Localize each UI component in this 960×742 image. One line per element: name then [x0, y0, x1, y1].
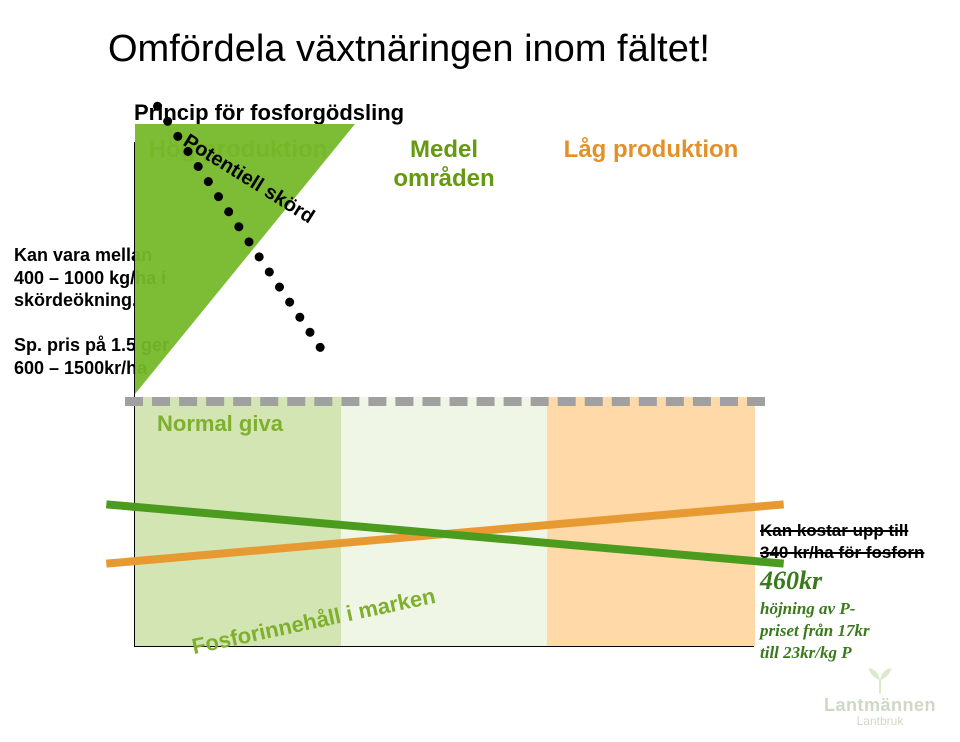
leftnote-l5: 600 – 1500kr/ha — [14, 358, 147, 378]
logo-sub: Lantbruk — [824, 714, 936, 728]
subtitle: Princip för fosforgödsling — [134, 100, 404, 126]
logo-wordmark: Lantmännen — [824, 695, 936, 716]
page-title: Omfördela växtnäringen inom fältet! — [108, 28, 710, 71]
leftnote-l1: Kan vara mellan — [14, 245, 152, 265]
sprout-icon — [865, 667, 895, 693]
rightnote-l5: till 23kr/kg P — [760, 643, 852, 662]
rightnote-big: 460kr — [760, 566, 822, 595]
rightnote-l4: priset från 17kr — [760, 621, 870, 640]
rightnote-strike2: 340 kr/ha för fosforn — [760, 543, 924, 562]
chart-area: Hög produktion Medel områden Låg produkt… — [134, 142, 754, 647]
rightnote-l3: höjning av P- — [760, 599, 855, 618]
zone-mid-l2: områden — [393, 165, 494, 192]
normal-giva-line — [125, 397, 765, 406]
zone-right-label: Låg produktion — [547, 136, 755, 165]
leftnote-l3: skördeökning. — [14, 290, 137, 310]
rightnote-strike1: Kan kostar upp till — [760, 521, 908, 540]
zone-mid-l1: Medel — [410, 136, 478, 163]
right-annotation: Kan kostar upp till 340 kr/ha för fosfor… — [760, 520, 960, 664]
brand-logo: Lantmännen Lantbruk — [824, 667, 936, 728]
normal-giva-label: Normal giva — [157, 411, 283, 437]
zone-mid-label: Medel områden — [341, 136, 547, 194]
